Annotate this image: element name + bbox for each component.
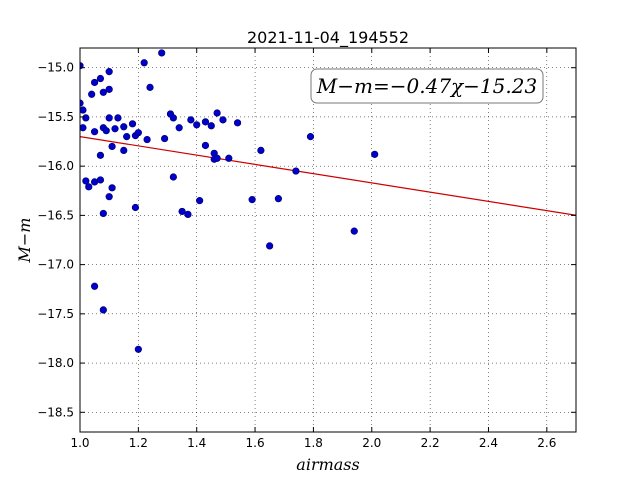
data-point	[105, 193, 113, 201]
x-tick-label: 2.4	[479, 436, 498, 450]
y-axis-label: M−m	[15, 218, 34, 264]
data-point	[184, 210, 192, 218]
data-point	[120, 146, 128, 154]
data-point	[105, 114, 113, 122]
x-axis-label: airmass	[296, 455, 359, 474]
data-point	[99, 209, 107, 218]
x-tick-label: 1.2	[129, 436, 148, 450]
data-point	[105, 68, 113, 76]
data-point	[266, 242, 274, 250]
data-point	[292, 167, 300, 175]
data-point	[90, 78, 99, 87]
x-tick-label: 2.0	[362, 436, 381, 450]
data-point	[196, 197, 204, 205]
y-tick-label: −17.0	[37, 258, 74, 272]
data-point	[80, 124, 87, 132]
data-point	[134, 345, 142, 353]
plot-area	[80, 49, 576, 353]
data-point	[371, 150, 379, 158]
data-point	[306, 133, 315, 141]
data-point	[143, 135, 151, 144]
data-point	[82, 114, 90, 122]
data-point	[131, 203, 140, 212]
data-point	[169, 114, 177, 122]
data-point	[140, 59, 148, 67]
x-tick-label: 2.2	[421, 436, 440, 450]
data-point	[96, 74, 105, 83]
data-point	[120, 123, 128, 131]
x-tick-label: 1.4	[187, 436, 206, 450]
data-point	[85, 183, 93, 191]
data-point	[99, 306, 107, 314]
data-point	[201, 141, 210, 150]
data-point	[158, 49, 166, 57]
data-point	[108, 184, 116, 192]
data-point	[102, 127, 110, 135]
data-point	[193, 121, 201, 129]
y-tick-label: −16.5	[37, 208, 74, 222]
fit-equation: M−m=−0.47χ−15.23	[316, 74, 537, 98]
data-point	[207, 122, 215, 130]
data-point	[213, 109, 221, 117]
x-tick-label: 1.6	[246, 436, 265, 450]
data-point	[225, 154, 233, 162]
data-point	[80, 106, 87, 114]
data-point	[248, 196, 256, 204]
data-point	[80, 99, 84, 107]
data-point	[219, 116, 227, 124]
data-point	[88, 90, 96, 98]
data-point	[90, 128, 99, 136]
data-point	[274, 195, 283, 203]
y-tick-label: −18.5	[37, 405, 74, 419]
data-point	[134, 129, 142, 137]
y-tick-label: −17.5	[37, 307, 74, 321]
data-point	[128, 120, 137, 128]
plot-marks	[80, 49, 576, 353]
fit-line	[80, 136, 576, 216]
data-point	[90, 282, 99, 290]
data-point	[99, 88, 107, 96]
data-point	[146, 83, 154, 91]
data-point	[350, 227, 358, 235]
data-point	[169, 173, 177, 181]
y-tick-label: −15.0	[37, 61, 74, 75]
plot-frame	[79, 47, 577, 433]
grid-lines	[80, 48, 576, 432]
data-point	[96, 176, 105, 184]
data-point	[96, 151, 105, 159]
data-point	[123, 133, 131, 141]
y-tick-label: −18.0	[37, 356, 74, 370]
x-tick-label: 2.6	[537, 436, 556, 450]
axis-tick-labels: 1.0 1.2 1.4 1.6 1.8 2.0 2.2 2.4 2.6 −15.0 −15.5 −16…	[37, 61, 556, 450]
data-point	[257, 146, 265, 154]
data-point	[213, 154, 221, 162]
y-tick-label: −15.5	[37, 110, 74, 124]
data-point	[161, 134, 169, 143]
data-point	[111, 125, 119, 133]
data-point	[108, 142, 116, 151]
data-point	[105, 85, 113, 93]
data-point	[201, 118, 210, 126]
data-point	[114, 114, 122, 122]
data-point	[175, 124, 183, 132]
fit-equation-box: M−m=−0.47χ−15.23	[310, 68, 544, 104]
y-tick-label: −16.0	[37, 159, 74, 173]
data-point	[178, 207, 186, 216]
x-tick-label: 1.0	[70, 436, 89, 450]
x-tick-label: 1.8	[304, 436, 323, 450]
data-point	[82, 177, 90, 185]
data-point	[187, 116, 195, 124]
axis-ticks	[79, 48, 576, 432]
data-point	[233, 119, 242, 127]
chart-title: 2021-11-04_194552	[247, 28, 409, 48]
